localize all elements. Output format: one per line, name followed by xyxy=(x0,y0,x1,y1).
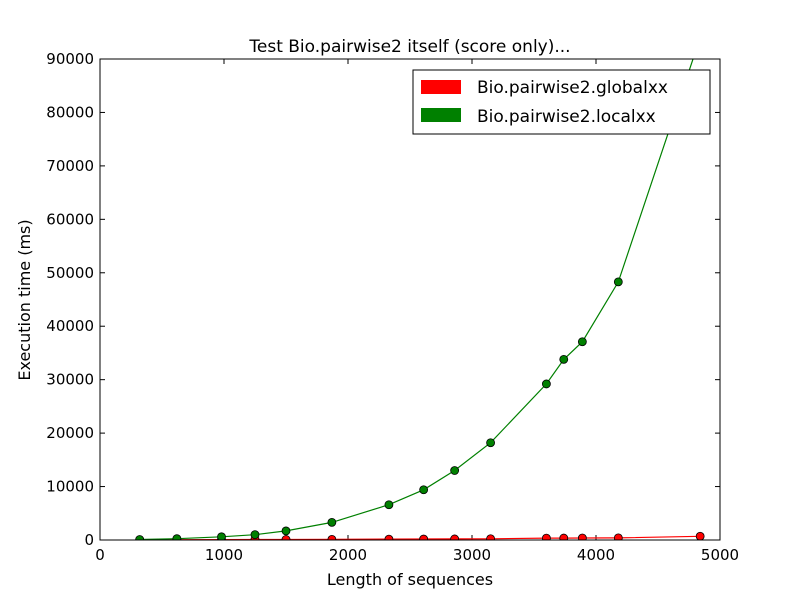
data-point-globalxx xyxy=(450,534,460,540)
chart-title: Test Bio.pairwise2 itself (score only)..… xyxy=(248,37,570,57)
x-tick-label: 5000 xyxy=(701,546,739,564)
y-tick-label: 50000 xyxy=(46,264,94,282)
data-point-localxx xyxy=(327,517,337,527)
y-tick-label: 30000 xyxy=(46,371,94,389)
plot-area xyxy=(100,59,720,540)
data-point-localxx xyxy=(135,535,145,540)
plot-frame xyxy=(99,58,721,541)
y-tick-label: 0 xyxy=(84,531,94,549)
x-tick-label: 4000 xyxy=(577,546,615,564)
x-tick-label: 3000 xyxy=(453,546,491,564)
data-point-localxx xyxy=(172,534,182,540)
data-point-localxx xyxy=(577,337,587,347)
data-point-globalxx xyxy=(384,534,394,540)
legend-box xyxy=(412,69,711,135)
data-point-localxx xyxy=(486,438,496,448)
y-axis-label: Execution time (ms) xyxy=(15,219,34,380)
data-point-localxx xyxy=(419,485,429,495)
y-tick-label: 80000 xyxy=(46,103,94,121)
y-tick-label: 70000 xyxy=(46,157,94,175)
axis-ticks: 0 1000 2000 3000 4000 50000100002000030000400… xyxy=(46,50,739,564)
data-point-globalxx xyxy=(419,534,429,540)
data-point-localxx xyxy=(217,532,226,540)
data-point-globalxx xyxy=(695,531,705,540)
data-point-localxx xyxy=(281,526,291,536)
data-point-globalxx xyxy=(559,533,569,540)
y-tick-label: 40000 xyxy=(46,317,94,335)
data-point-globalxx xyxy=(577,533,587,540)
legend-label-localxx: Bio.pairwise2.localxx xyxy=(477,107,656,127)
legend-label-globalxx: Bio.pairwise2.globalxx xyxy=(477,78,668,98)
data-point-localxx xyxy=(450,466,460,475)
legend: Bio.pairwise2.globalxx Bio.pairwise2.loc… xyxy=(412,69,711,135)
x-tick-label: 0 xyxy=(95,546,105,564)
data-point-globalxx xyxy=(327,535,337,540)
data-point-localxx xyxy=(542,379,551,389)
data-point-localxx xyxy=(250,530,260,540)
legend-swatch-localxx xyxy=(421,108,461,122)
x-axis-label: Length of sequences xyxy=(327,570,493,589)
y-tick-label: 20000 xyxy=(46,424,94,442)
data-point-localxx xyxy=(559,354,569,364)
data-point-globalxx xyxy=(281,535,291,540)
y-tick-label: 60000 xyxy=(46,210,94,228)
data-series xyxy=(135,59,705,540)
data-point-globalxx xyxy=(613,533,623,540)
data-point-localxx xyxy=(613,277,623,287)
data-point-localxx xyxy=(384,500,394,510)
x-tick-label: 1000 xyxy=(205,546,243,564)
y-tick-label: 90000 xyxy=(46,50,94,68)
y-tick-label: 10000 xyxy=(46,478,94,496)
legend-swatch-globalxx xyxy=(421,80,461,94)
data-point-globalxx xyxy=(542,533,551,540)
x-tick-label: 2000 xyxy=(329,546,367,564)
data-point-globalxx xyxy=(486,534,495,540)
